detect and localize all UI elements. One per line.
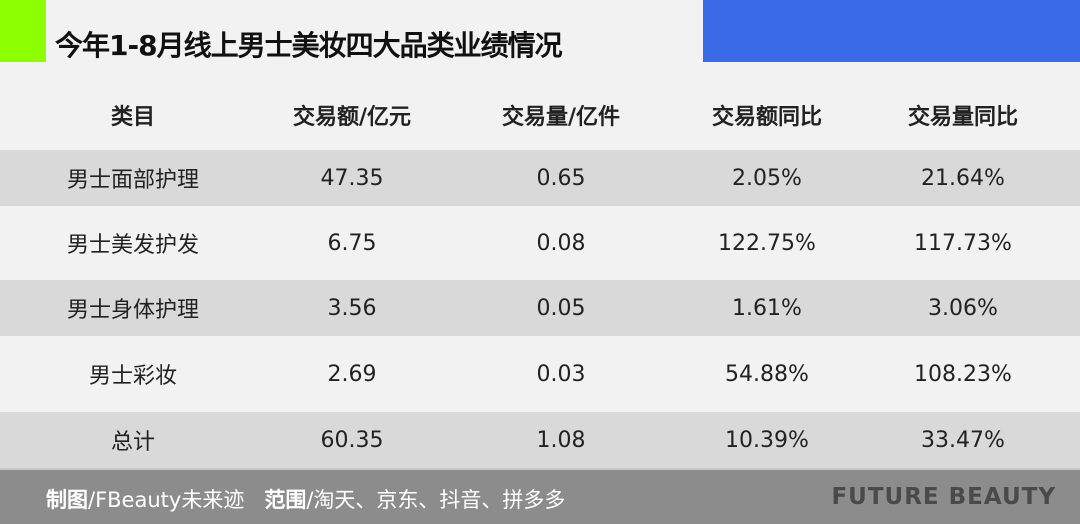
column-header: 交易量/亿件 [501,105,621,130]
table-cell: 6.75 [327,230,377,256]
page-title: 今年1-8月线上男士美妆四大品类业绩情况 [55,29,563,62]
scope-label: 范围 [264,488,307,512]
footer-credits: 制图/FBeauty未来迹 范围/淘天、京东、抖音、拼多多 [46,484,565,514]
scope-value: /淘天、京东、抖音、拼多多 [306,488,566,512]
table-cell: 男士美发护发 [66,233,200,258]
table-cell: 0.08 [536,230,586,256]
table-cell: 0.65 [536,165,586,191]
table-cell: 2.69 [327,361,377,387]
table-row: 男士身体护理 3.56 0.05 1.61% 3.06% [0,280,1080,336]
table-cell: 总计 [110,430,156,455]
table-cell: 122.75% [718,230,816,256]
table-cell: 60.35 [320,427,384,453]
brand-logo: FUTURE BEAUTY [831,484,1056,510]
table-row: 男士美发护发 6.75 0.08 122.75% 117.73% [0,206,1080,280]
column-header: 类目 [110,105,156,130]
column-header: 交易量同比 [907,105,1019,130]
table-cell: 33.47% [921,427,1005,453]
table-cell: 1.08 [536,427,586,453]
green-accent-bar [0,0,46,62]
table-row: 总计 60.35 1.08 10.39% 33.47% [0,412,1080,468]
table-row: 男士彩妆 2.69 0.03 54.88% 108.23% [0,336,1080,412]
credit-value: /FBeauty未来迹 [88,488,245,512]
table-cell: 0.05 [536,295,586,321]
table-cell: 3.06% [928,295,998,321]
table-cell: 117.73% [914,230,1012,256]
table-cell: 47.35 [320,165,384,191]
table-header-row: 类目 交易额/亿元 交易量/亿件 交易额同比 交易量同比 [0,80,1080,150]
table-cell: 男士面部护理 [66,168,200,193]
table-cell: 3.56 [327,295,377,321]
credit-label: 制图 [46,488,88,512]
table-cell: 21.64% [921,165,1005,191]
column-header: 交易额/亿元 [292,105,412,130]
column-header: 交易额同比 [711,105,823,130]
table-cell: 10.39% [725,427,809,453]
table-cell: 男士彩妆 [88,364,178,389]
table-cell: 54.88% [725,361,809,387]
blue-accent-bar [703,0,1080,62]
table-cell: 1.61% [732,295,802,321]
table-cell: 2.05% [732,165,802,191]
footer: 制图/FBeauty未来迹 范围/淘天、京东、抖音、拼多多 FUTURE BEA… [0,468,1080,524]
table-cell: 108.23% [914,361,1012,387]
table-row: 男士面部护理 47.35 0.65 2.05% 21.64% [0,150,1080,206]
table-cell: 0.03 [536,361,586,387]
table-cell: 男士身体护理 [66,298,200,323]
